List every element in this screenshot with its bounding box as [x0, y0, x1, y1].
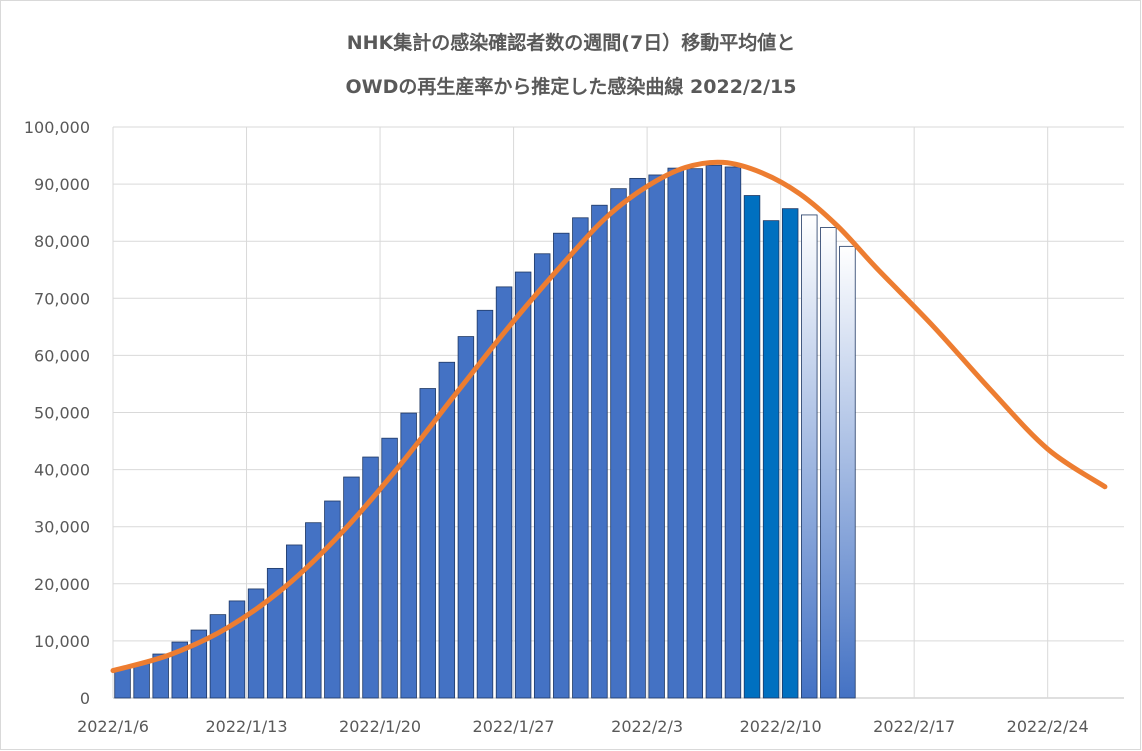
bar — [133, 663, 150, 699]
bar — [743, 195, 761, 699]
bar — [572, 217, 589, 699]
y-axis-ticks: 0 10,000 20,000 30,000 40,000 50,000 60,000 70,… — [24, 118, 90, 708]
bar — [553, 232, 570, 699]
y-tick-label: 80,000 — [34, 232, 90, 251]
bar — [591, 204, 608, 699]
y-tick-label: 100,000 — [24, 118, 90, 137]
x-tick-label: 2022/2/10 — [740, 717, 822, 736]
y-tick-label: 90,000 — [34, 175, 90, 194]
bar — [781, 208, 799, 699]
bar — [610, 188, 627, 699]
bar — [514, 271, 532, 699]
x-tick-label: 2022/1/20 — [339, 717, 421, 736]
bar — [285, 544, 303, 699]
x-tick-label: 2022/1/27 — [473, 717, 555, 736]
bar — [247, 588, 265, 699]
y-tick-label: 20,000 — [34, 575, 90, 594]
bar — [324, 500, 341, 699]
x-tick-label: 2022/2/17 — [873, 717, 955, 736]
bar — [114, 667, 131, 699]
bar — [629, 177, 646, 699]
bar — [457, 336, 475, 699]
bar — [305, 522, 322, 699]
bar — [686, 168, 704, 699]
bar — [400, 412, 417, 699]
bar-series — [114, 164, 856, 699]
bar — [762, 220, 780, 699]
bar — [419, 388, 436, 699]
bar — [343, 476, 360, 699]
y-tick-label: 60,000 — [34, 346, 90, 365]
y-tick-label: 10,000 — [34, 632, 90, 651]
y-tick-label: 30,000 — [34, 518, 90, 537]
bar — [839, 245, 856, 699]
x-tick-label: 2022/2/3 — [611, 717, 683, 736]
bar — [801, 214, 818, 699]
x-tick-label: 2022/1/13 — [206, 717, 288, 736]
chart-title-line-1: NHK集計の感染確認者数の週間(7日）移動平均値と — [346, 32, 796, 54]
bar — [438, 361, 456, 699]
y-tick-label: 0 — [80, 689, 90, 708]
bar — [171, 641, 188, 699]
y-tick-label: 70,000 — [34, 289, 90, 308]
bar — [362, 456, 379, 699]
x-tick-label: 2022/1/6 — [77, 717, 149, 736]
x-axis-ticks: 2022/1/6 2022/1/13 2022/1/20 2022/1/27 2022/… — [77, 717, 1089, 736]
bar — [495, 286, 513, 699]
y-tick-label: 40,000 — [34, 461, 90, 480]
bar — [152, 653, 169, 699]
bar — [820, 227, 837, 699]
bar — [476, 309, 494, 699]
bar — [667, 167, 684, 699]
bar — [209, 614, 227, 699]
bar — [705, 164, 723, 699]
chart-title-line-2: OWDの再生産率から推定した感染曲線 2022/2/15 — [345, 76, 797, 98]
x-tick-label: 2022/2/24 — [1007, 717, 1089, 736]
bar — [648, 174, 665, 699]
bar — [533, 253, 551, 699]
infection-curve — [110, 159, 1108, 674]
bar — [381, 437, 398, 699]
bar — [724, 166, 742, 699]
curve-line — [110, 159, 1108, 674]
y-tick-label: 50,000 — [34, 404, 90, 423]
